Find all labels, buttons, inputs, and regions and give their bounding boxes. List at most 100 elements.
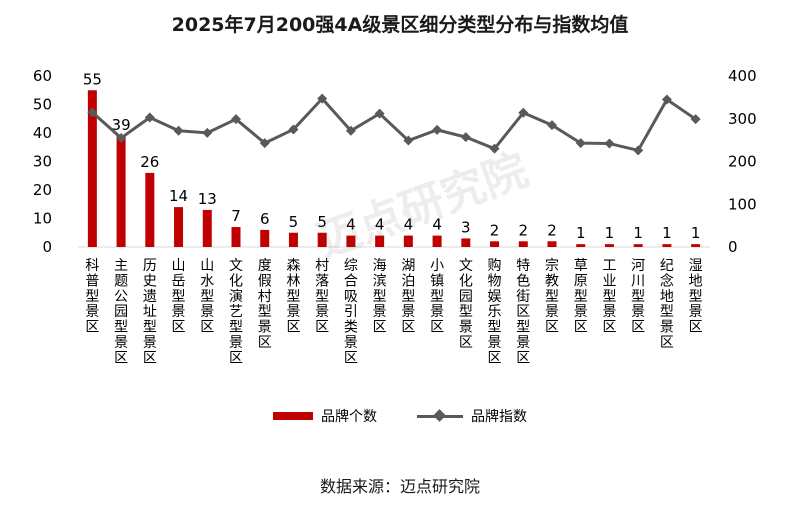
x-tick-label: 海滨型景区: [373, 258, 387, 336]
line-point: [460, 132, 471, 143]
bar-data-label: 13: [198, 190, 217, 208]
x-tick-label: 工业型景区: [602, 258, 616, 336]
bar: [346, 235, 356, 247]
y-left-tick-label: 60: [33, 67, 52, 85]
y-right-tick-label: 0: [728, 238, 738, 256]
y-right-tick-label: 400: [728, 67, 757, 85]
line-point: [374, 108, 385, 119]
x-tick-label: 草原型景区: [574, 258, 588, 336]
bar-data-label: 1: [605, 224, 615, 242]
line-point: [633, 145, 644, 156]
x-tick-label: 湿地型景区: [689, 258, 703, 336]
bar: [576, 244, 586, 247]
x-tick-label: 历史遗址型景区: [143, 258, 157, 366]
x-tick-label: 特色街区型景区: [516, 258, 530, 366]
line-point: [259, 138, 270, 149]
bar: [662, 244, 672, 247]
bar-data-label: 14: [169, 187, 188, 205]
x-tick-label: 河川型景区: [631, 258, 645, 336]
index-line: [91, 97, 697, 152]
x-tick-label: 湖泊型景区: [401, 258, 415, 336]
bar-data-label: 55: [83, 70, 102, 88]
bar: [231, 227, 241, 247]
bar-data-label: 7: [231, 207, 241, 225]
chart-title: 2025年7月200强4A级景区细分类型分布与指数均值: [171, 14, 629, 36]
line-point: [690, 114, 701, 125]
bar: [403, 235, 413, 247]
line-point: [604, 138, 615, 149]
y-left-tick-label: 50: [33, 96, 52, 114]
y-left-tick-label: 30: [33, 153, 52, 171]
line-point: [173, 125, 184, 136]
bar: [432, 235, 442, 247]
bar-data-label: 1: [662, 224, 672, 242]
line-point: [288, 124, 299, 135]
y-left-tick-label: 40: [33, 124, 52, 142]
bar-data-label: 4: [432, 216, 442, 234]
line-point: [403, 135, 414, 146]
bar-data-label: 2: [518, 221, 528, 239]
line-point: [231, 114, 241, 125]
y-left-tick-label: 20: [33, 181, 52, 199]
source-note: 数据来源：迈点研究院: [319, 477, 480, 496]
bar: [633, 244, 643, 247]
bar-data-label: 1: [633, 224, 643, 242]
bar-data-label: 5: [317, 213, 327, 231]
bar-data-label: 1: [576, 224, 586, 242]
bar-data-label: 2: [490, 221, 500, 239]
x-tick-label: 宗教型景区: [545, 258, 559, 336]
bar-data-label: 39: [112, 116, 131, 134]
bar: [288, 232, 298, 247]
bar: [691, 244, 701, 247]
x-tick-label: 科普型景区: [85, 258, 99, 336]
x-tick-label: 度假村型景区: [258, 258, 272, 351]
line-point: [432, 124, 443, 135]
bar: [547, 241, 557, 247]
y-left-tick-label: 0: [42, 238, 52, 256]
x-tick-label: 文化园型景区: [459, 258, 473, 351]
bar-data-label: 5: [289, 213, 299, 231]
line-point: [518, 107, 529, 118]
legend-label-line: 品牌指数: [471, 409, 527, 425]
line-point: [661, 94, 672, 105]
y-right-tick-label: 300: [728, 110, 757, 128]
legend-line-swatch: [417, 409, 463, 423]
bar: [604, 244, 614, 247]
bar: [375, 235, 385, 247]
bar-data-label: 26: [140, 153, 159, 171]
line-point: [202, 127, 213, 138]
x-tick-label: 主题公园型景区: [114, 258, 128, 366]
bar: [87, 90, 97, 247]
x-tick-label: 文化演艺型景区: [229, 258, 243, 366]
bar: [116, 135, 126, 247]
bar-data-label: 2: [547, 221, 557, 239]
line-point: [547, 120, 557, 131]
y-left-tick-label: 10: [33, 210, 52, 228]
x-tick-label: 综合吸引类景区: [344, 258, 358, 366]
line-point: [575, 138, 586, 149]
line-point: [144, 112, 155, 123]
legend-label-bar: 品牌个数: [321, 409, 377, 425]
x-tick-label: 纪念地型景区: [660, 258, 674, 351]
x-tick-label: 森林型景区: [286, 258, 300, 336]
legend-item-line: 品牌指数: [417, 406, 527, 426]
bar-data-label: 6: [260, 210, 270, 228]
line-point: [489, 143, 500, 154]
bar: [260, 229, 270, 247]
bar: [518, 241, 528, 247]
line-point: [345, 125, 356, 136]
bar: [145, 172, 155, 247]
x-tick-label: 山水型景区: [200, 258, 214, 336]
line-point: [317, 93, 328, 104]
bar: [174, 207, 184, 247]
bar-data-label: 4: [346, 216, 356, 234]
y-right-tick-label: 200: [728, 153, 757, 171]
x-tick-label: 村落型景区: [315, 258, 329, 336]
legend: 品牌个数 品牌指数: [0, 406, 800, 426]
line-point: [87, 107, 98, 118]
bar-data-label: 3: [461, 218, 471, 236]
bar: [490, 241, 500, 247]
line-point: [116, 132, 127, 143]
bar: [202, 209, 212, 247]
